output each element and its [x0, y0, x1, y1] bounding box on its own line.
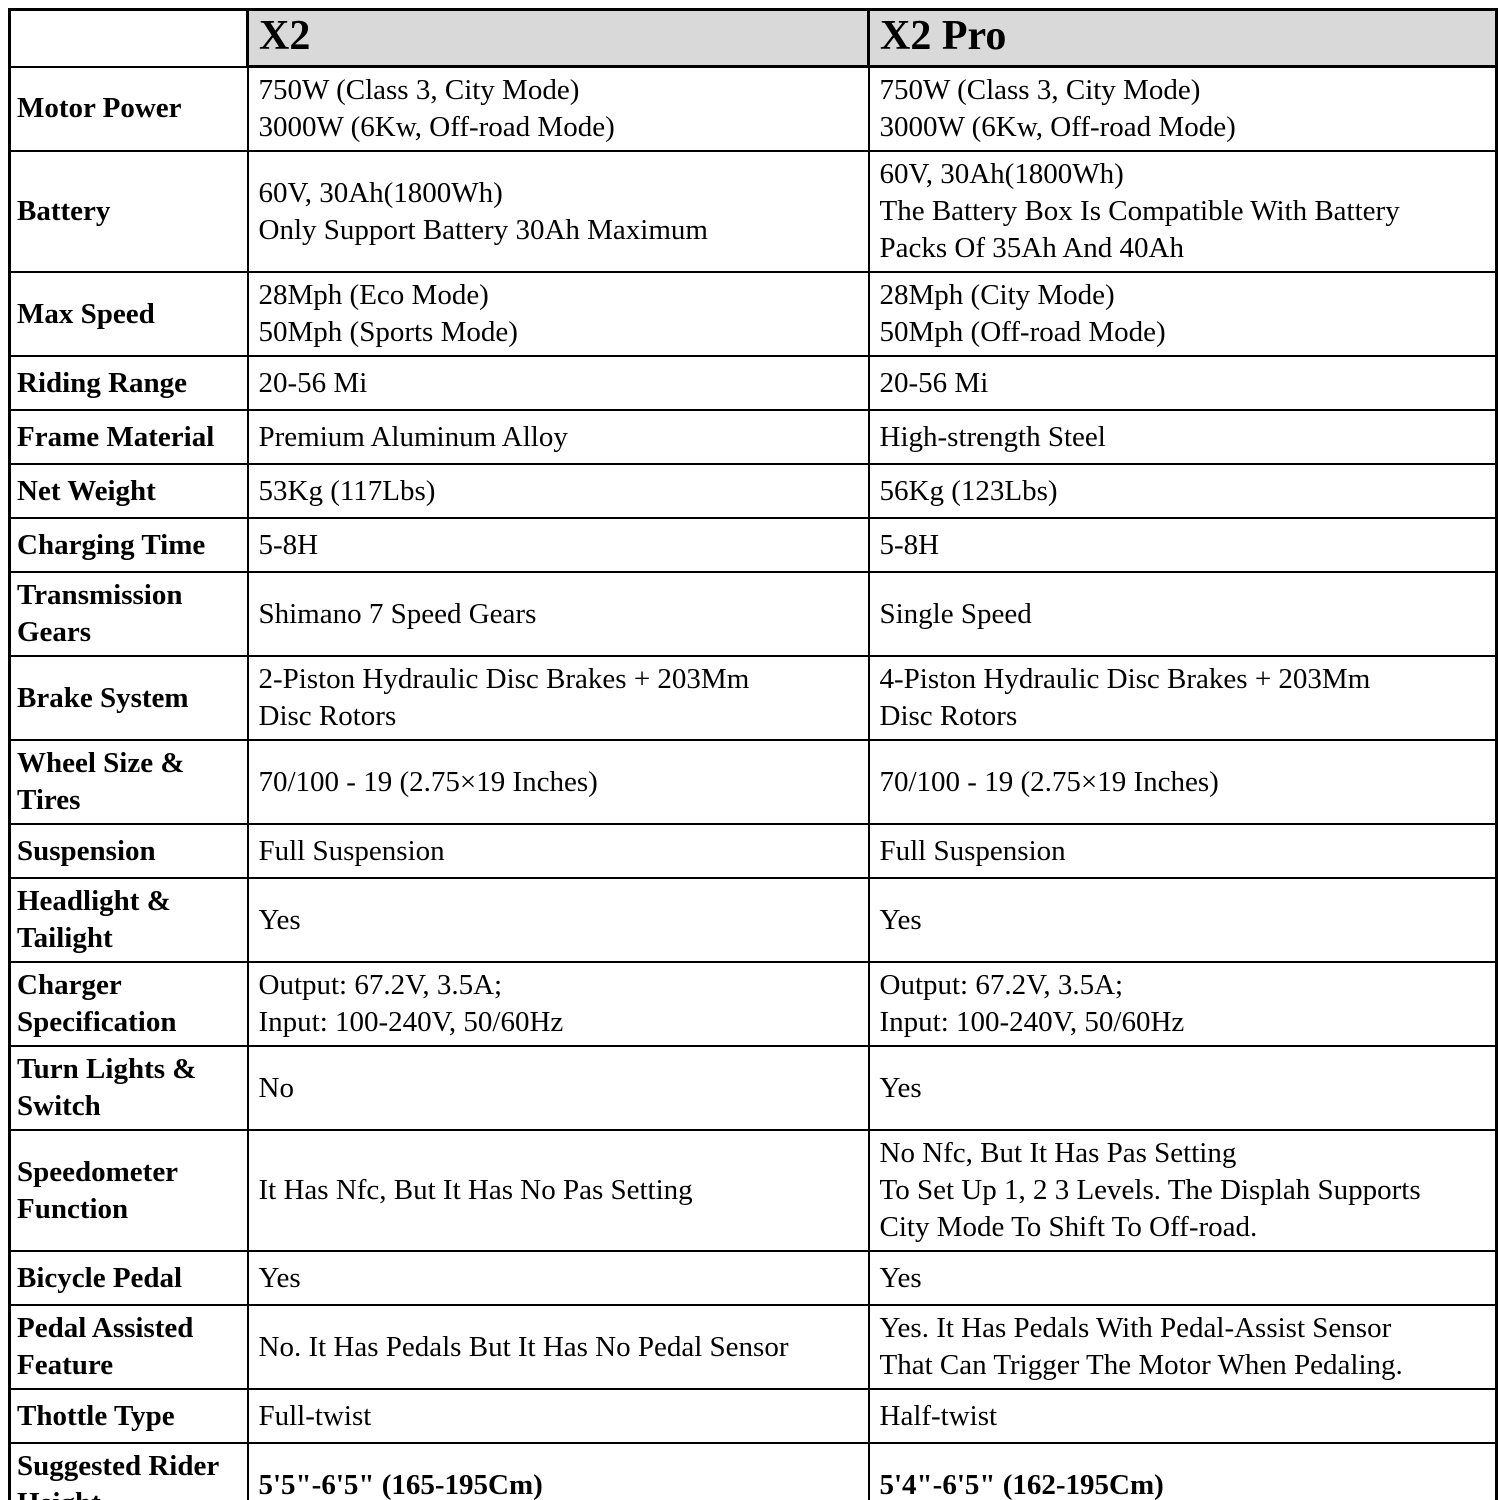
table-row: Turn Lights & Switch No Yes — [8, 1045, 1498, 1131]
row-label-thottle-type: Thottle Type — [8, 1388, 249, 1444]
table-row: Max Speed 28Mph (Eco Mode) 50Mph (Sports… — [8, 271, 1498, 357]
table-row: Riding Range 20-56 Mi 20-56 Mi — [8, 355, 1498, 411]
x2pro-suggested-rider-height: 5'4"-6'5" (162-195Cm) — [867, 1442, 1498, 1500]
table-row: Pedal Assisted Feature No. It Has Pedals… — [8, 1304, 1498, 1390]
x2-speedometer-function: It Has Nfc, But It Has No Pas Setting — [246, 1129, 870, 1252]
x2-wheel-size-tires: 70/100 - 19 (2.75×19 Inches) — [246, 739, 870, 825]
table-row: Net Weight 53Kg (117Lbs) 56Kg (123Lbs) — [8, 463, 1498, 519]
table-row: Suggested Rider Height 5'5"-6'5" (165-19… — [8, 1442, 1498, 1500]
table-row: Brake System 2-Piston Hydraulic Disc Bra… — [8, 655, 1498, 741]
x2-turn-lights-switch: No — [246, 1045, 870, 1131]
row-label-turn-lights-switch: Turn Lights & Switch — [8, 1045, 249, 1131]
row-label-bicycle-pedal: Bicycle Pedal — [8, 1250, 249, 1306]
column-header-x2pro: X2 Pro — [867, 8, 1498, 68]
table-row: Suspension Full Suspension Full Suspensi… — [8, 823, 1498, 879]
x2pro-thottle-type: Half-twist — [867, 1388, 1498, 1444]
row-label-pedal-assisted-feature: Pedal Assisted Feature — [8, 1304, 249, 1390]
header-row: X2 X2 Pro — [9, 8, 1498, 68]
x2-headlight-tailight: Yes — [246, 877, 870, 963]
x2pro-brake-system: 4-Piston Hydraulic Disc Brakes + 203Mm D… — [867, 655, 1498, 741]
table-row: Frame Material Premium Aluminum Alloy Hi… — [8, 409, 1498, 465]
x2-riding-range: 20-56 Mi — [246, 355, 870, 411]
x2-charging-time: 5-8H — [246, 517, 870, 573]
table-row: Charging Time 5-8H 5-8H — [8, 517, 1498, 573]
x2-thottle-type: Full-twist — [246, 1388, 870, 1444]
x2pro-pedal-assisted-feature: Yes. It Has Pedals With Pedal-Assist Sen… — [867, 1304, 1498, 1390]
x2pro-suspension: Full Suspension — [867, 823, 1498, 879]
x2pro-net-weight: 56Kg (123Lbs) — [867, 463, 1498, 519]
row-label-riding-range: Riding Range — [8, 355, 249, 411]
row-label-brake-system: Brake System — [8, 655, 249, 741]
x2-battery: 60V, 30Ah(1800Wh) Only Support Battery 3… — [246, 150, 870, 273]
row-label-frame-material: Frame Material — [8, 409, 249, 465]
x2pro-frame-material: High-strength Steel — [867, 409, 1498, 465]
row-label-charger-specification: Charger Specification — [8, 961, 249, 1047]
corner-cell — [9, 9, 248, 67]
x2-frame-material: Premium Aluminum Alloy — [246, 409, 870, 465]
x2pro-headlight-tailight: Yes — [867, 877, 1498, 963]
row-label-charging-time: Charging Time — [8, 517, 249, 573]
x2-charger-specification: Output: 67.2V, 3.5A; Input: 100-240V, 50… — [246, 961, 870, 1047]
x2pro-max-speed: 28Mph (City Mode) 50Mph (Off-road Mode) — [867, 271, 1498, 357]
x2-max-speed: 28Mph (Eco Mode) 50Mph (Sports Mode) — [246, 271, 870, 357]
row-label-suggested-rider-height: Suggested Rider Height — [8, 1442, 249, 1500]
x2-brake-system: 2-Piston Hydraulic Disc Brakes + 203Mm D… — [246, 655, 870, 741]
x2-suspension: Full Suspension — [246, 823, 870, 879]
x2-transmission-gears: Shimano 7 Speed Gears — [246, 571, 870, 657]
row-label-wheel-size-tires: Wheel Size & Tires — [8, 739, 249, 825]
x2-net-weight: 53Kg (117Lbs) — [246, 463, 870, 519]
row-label-motor-power: Motor Power — [8, 65, 249, 152]
table-row: Bicycle Pedal Yes Yes — [8, 1250, 1498, 1306]
table-row: Charger Specification Output: 67.2V, 3.5… — [8, 961, 1498, 1047]
x2-motor-power: 750W (Class 3, City Mode) 3000W (6Kw, Of… — [246, 65, 870, 152]
x2pro-wheel-size-tires: 70/100 - 19 (2.75×19 Inches) — [867, 739, 1498, 825]
x2pro-turn-lights-switch: Yes — [867, 1045, 1498, 1131]
column-header-x2: X2 — [246, 8, 870, 68]
table-row: Speedometer Function It Has Nfc, But It … — [8, 1129, 1498, 1252]
table-row: Thottle Type Full-twist Half-twist — [8, 1388, 1498, 1444]
row-label-suspension: Suspension — [8, 823, 249, 879]
x2pro-transmission-gears: Single Speed — [867, 571, 1498, 657]
row-label-transmission-gears: Transmission Gears — [8, 571, 249, 657]
x2-bicycle-pedal: Yes — [246, 1250, 870, 1306]
spec-comparison-table: X2 X2 Pro Motor Power 750W (Class 3, Cit… — [8, 8, 1498, 1500]
x2pro-speedometer-function: No Nfc, But It Has Pas Setting To Set Up… — [867, 1129, 1498, 1252]
table-row: Battery 60V, 30Ah(1800Wh) Only Support B… — [8, 150, 1498, 273]
row-label-headlight-tailight: Headlight & Tailight — [8, 877, 249, 963]
x2-suggested-rider-height: 5'5"-6'5" (165-195Cm) — [246, 1442, 870, 1500]
table-row: Transmission Gears Shimano 7 Speed Gears… — [8, 571, 1498, 657]
x2pro-riding-range: 20-56 Mi — [867, 355, 1498, 411]
x2pro-motor-power: 750W (Class 3, City Mode) 3000W (6Kw, Of… — [867, 65, 1498, 152]
x2pro-charging-time: 5-8H — [867, 517, 1498, 573]
table-row: Motor Power 750W (Class 3, City Mode) 30… — [8, 65, 1498, 152]
x2pro-battery: 60V, 30Ah(1800Wh) The Battery Box Is Com… — [867, 150, 1498, 273]
x2pro-charger-specification: Output: 67.2V, 3.5A; Input: 100-240V, 50… — [867, 961, 1498, 1047]
row-label-speedometer-function: Speedometer Function — [8, 1129, 249, 1252]
table-row: Wheel Size & Tires 70/100 - 19 (2.75×19 … — [8, 739, 1498, 825]
row-label-battery: Battery — [8, 150, 249, 273]
row-label-max-speed: Max Speed — [8, 271, 249, 357]
table-row: Headlight & Tailight Yes Yes — [8, 877, 1498, 963]
x2-pedal-assisted-feature: No. It Has Pedals But It Has No Pedal Se… — [246, 1304, 870, 1390]
row-label-net-weight: Net Weight — [8, 463, 249, 519]
x2pro-bicycle-pedal: Yes — [867, 1250, 1498, 1306]
